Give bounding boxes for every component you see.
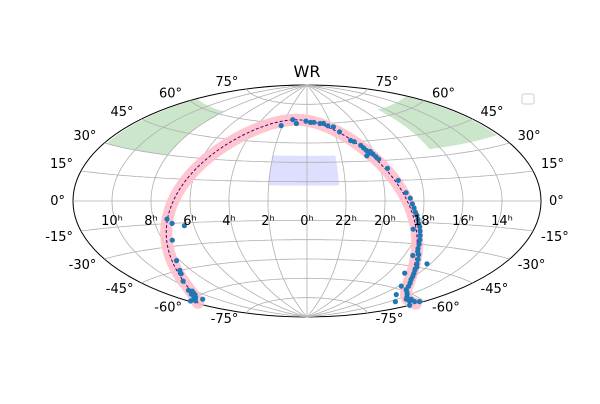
data-point — [393, 292, 399, 298]
data-point — [417, 224, 423, 230]
lat-tick-label-left: -15° — [45, 230, 73, 245]
lon-tick-label: 0ʰ — [300, 214, 314, 229]
data-point — [164, 216, 170, 222]
data-point — [169, 237, 175, 243]
data-point — [411, 205, 417, 211]
data-points — [164, 117, 430, 308]
lon-tick-label: 4ʰ — [222, 214, 236, 229]
data-point — [325, 123, 331, 129]
data-point — [180, 278, 186, 284]
lon-tick-label: 20ʰ — [374, 214, 396, 229]
lat-tick-label-right: 0° — [549, 194, 564, 209]
field-region-1 — [106, 99, 224, 155]
galactic-plane-line — [165, 119, 418, 304]
meridian-line — [306, 84, 386, 318]
lat-tick-label-left: 15° — [50, 157, 73, 172]
lat-tick-label-right: -30° — [518, 258, 546, 273]
lat-tick-label-left: -75° — [211, 312, 239, 327]
lat-tick-label-left: -60° — [154, 301, 182, 316]
data-point — [416, 252, 422, 258]
data-point — [416, 299, 423, 305]
lon-tick-label: 8ʰ — [144, 214, 158, 229]
data-point — [293, 120, 299, 127]
data-point — [417, 237, 423, 243]
data-point — [407, 195, 413, 201]
data-point — [181, 223, 187, 229]
data-point — [407, 302, 413, 308]
lon-tick-label: 18ʰ — [413, 214, 435, 229]
meridian-line — [150, 84, 308, 318]
data-point — [424, 261, 430, 267]
data-point — [417, 228, 423, 234]
lat-tick-label-left: -30° — [69, 258, 97, 273]
lat-tick-label-left: 45° — [110, 105, 133, 120]
lat-tick-label-right: -15° — [541, 230, 569, 245]
data-point — [410, 226, 416, 232]
data-point — [351, 139, 357, 145]
lat-tick-label-right: 45° — [481, 105, 504, 120]
lat-tick-label-right: 75° — [376, 75, 399, 90]
data-point — [395, 177, 401, 183]
meridian-line — [189, 84, 308, 318]
lon-tick-label: 22ʰ — [335, 214, 357, 229]
meridian-line — [306, 84, 425, 318]
data-point — [416, 241, 422, 247]
data-point — [376, 156, 382, 162]
lon-tick-label: 16ʰ — [452, 214, 474, 229]
data-point — [409, 201, 415, 207]
data-point — [398, 283, 404, 289]
data-point — [364, 153, 370, 159]
data-point — [311, 119, 317, 125]
data-point — [417, 232, 423, 238]
data-point — [410, 252, 416, 259]
lat-tick-label-left: 75° — [215, 75, 238, 90]
data-point — [278, 123, 284, 129]
tick-labels: 75° 75°60° 60°45° 45°30° 30°15° 15°0° 0°-15° -1… — [45, 75, 568, 327]
data-point — [200, 296, 206, 302]
lat-tick-label-right: 60° — [432, 87, 455, 102]
meridian-line — [306, 84, 464, 318]
lon-tick-label: 2ʰ — [261, 214, 275, 229]
data-point — [415, 256, 421, 262]
lat-tick-label-right: -75° — [376, 312, 404, 327]
data-point — [290, 117, 296, 123]
lat-tick-label-left: 30° — [73, 129, 96, 144]
data-point — [403, 190, 409, 196]
lat-tick-label-right: 15° — [541, 157, 564, 172]
lat-tick-label-left: -45° — [106, 282, 134, 297]
data-point — [303, 118, 309, 124]
data-point — [384, 165, 391, 171]
data-point — [330, 124, 336, 130]
lon-tick-label: 6ʰ — [183, 214, 197, 229]
data-point — [367, 148, 373, 155]
legend-box — [521, 93, 535, 105]
data-point — [173, 258, 180, 264]
lon-tick-label: 14ʰ — [491, 214, 513, 229]
data-point — [320, 120, 327, 126]
data-point — [411, 298, 418, 305]
data-point — [169, 220, 175, 226]
data-point — [415, 216, 421, 223]
data-point — [185, 287, 192, 293]
data-point — [402, 270, 408, 276]
data-point — [177, 267, 183, 273]
lat-tick-label-left: 0° — [50, 194, 65, 209]
data-point — [336, 129, 343, 135]
lat-tick-label-right: 30° — [518, 129, 541, 144]
lat-tick-label-right: -60° — [432, 301, 460, 316]
lat-tick-label-right: -45° — [481, 282, 509, 297]
data-point — [392, 299, 398, 305]
lat-tick-label-left: 60° — [159, 87, 182, 102]
lon-tick-label: 10ʰ — [101, 214, 123, 229]
survey-region — [268, 155, 339, 186]
chart-title: WR — [294, 62, 321, 81]
data-point — [407, 298, 413, 304]
meridian-line — [111, 84, 308, 318]
data-point — [414, 212, 420, 218]
